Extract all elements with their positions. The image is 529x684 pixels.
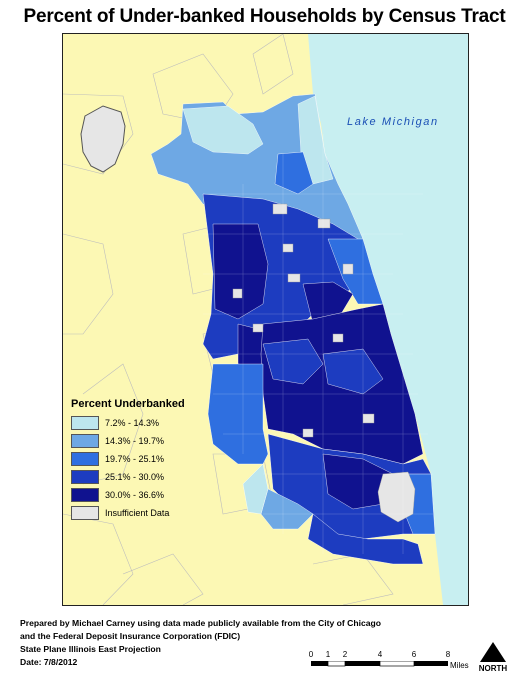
- north-arrow: NORTH: [478, 640, 508, 674]
- legend-swatch: [71, 470, 99, 484]
- legend-item: 14.3% - 19.7%: [71, 432, 221, 450]
- scale-tick: 1: [325, 650, 331, 659]
- scale-tick: 8: [445, 650, 451, 659]
- scale-ticks: 0 1 2 4 6 8: [305, 650, 457, 660]
- projection-line: State Plane Illinois East Projection: [20, 644, 161, 654]
- ohare-area: [80, 105, 126, 173]
- legend-label: Insufficient Data: [105, 508, 170, 518]
- legend-label: 25.1% - 30.0%: [105, 472, 165, 482]
- scale-tick: 0: [308, 650, 314, 659]
- legend: Percent Underbanked 7.2% - 14.3% 14.3% -…: [71, 398, 221, 522]
- scale-bar-graphic: [311, 661, 448, 667]
- legend-item: 7.2% - 14.3%: [71, 414, 221, 432]
- map-title: Percent of Under-banked Households by Ce…: [23, 6, 506, 27]
- lake-label: Lake Michigan: [347, 116, 439, 128]
- choropleth-map: [63, 34, 468, 605]
- scale-bar: 0 1 2 4 6 8 Miles: [305, 650, 469, 670]
- legend-item: 25.1% - 30.0%: [71, 468, 221, 486]
- north-arrow-icon: [480, 642, 506, 662]
- legend-label: 7.2% - 14.3%: [105, 418, 160, 428]
- map-frame: Lake Michigan Percent Underbanked 7.2% -…: [62, 33, 469, 606]
- legend-label: 30.0% - 36.6%: [105, 490, 165, 500]
- legend-swatch: [71, 434, 99, 448]
- legend-swatch: [71, 452, 99, 466]
- credit-line: and the Federal Deposit Insurance Corpor…: [20, 631, 241, 641]
- scale-tick: 6: [411, 650, 417, 659]
- north-label: NORTH: [478, 664, 508, 673]
- lake-michigan: [308, 34, 468, 605]
- legend-swatch: [71, 506, 99, 520]
- legend-swatch: [71, 488, 99, 502]
- insufficient-data-areas: [232, 203, 416, 523]
- legend-item: 19.7% - 25.1%: [71, 450, 221, 468]
- credit-line: Prepared by Michael Carney using data ma…: [20, 618, 382, 628]
- tract-grid: [203, 134, 433, 554]
- credits: Prepared by Michael Carney using data ma…: [20, 617, 381, 669]
- legend-title: Percent Underbanked: [71, 398, 185, 410]
- scale-tick: 2: [342, 650, 348, 659]
- legend-label: 14.3% - 19.7%: [105, 436, 165, 446]
- scale-unit: Miles: [450, 661, 469, 670]
- legend-label: 19.7% - 25.1%: [105, 454, 165, 464]
- scale-tick: 4: [377, 650, 383, 659]
- legend-item: 30.0% - 36.6%: [71, 486, 221, 504]
- legend-item: Insufficient Data: [71, 504, 221, 522]
- date-line: Date: 7/8/2012: [20, 657, 78, 667]
- legend-swatch: [71, 416, 99, 430]
